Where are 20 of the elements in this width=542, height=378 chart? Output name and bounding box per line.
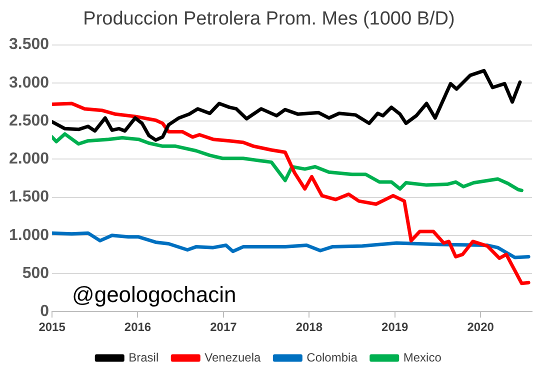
x-tick-label: 2020 [467,320,494,334]
y-tick-label: 1.000 [8,226,50,244]
annotation: @geologochacin [72,282,236,308]
y-tick-label: 500 [22,264,50,282]
y-tick-label: 2.500 [8,112,50,130]
y-tick-label: 2.000 [8,150,50,168]
y-tick-label: 3.500 [8,36,50,54]
x-tick-label: 2018 [296,320,323,334]
x-tick-label: 2019 [382,320,409,334]
legend-label: Mexico [403,350,442,364]
x-tick-label: 2015 [38,320,66,334]
x-tick-label: 2017 [210,320,238,334]
y-tick-label: 3.000 [8,74,50,92]
legend-label: Venezuela [204,350,262,364]
chart-title: Produccion Petrolera Prom. Mes (1000 B/D) [83,8,455,30]
legend-label: Brasil [128,350,159,364]
x-tick-label: 2016 [124,320,152,334]
y-tick-label: 1.500 [8,188,50,206]
y-tick-label: 0 [40,303,50,320]
legend-label: Colombia [306,350,358,364]
